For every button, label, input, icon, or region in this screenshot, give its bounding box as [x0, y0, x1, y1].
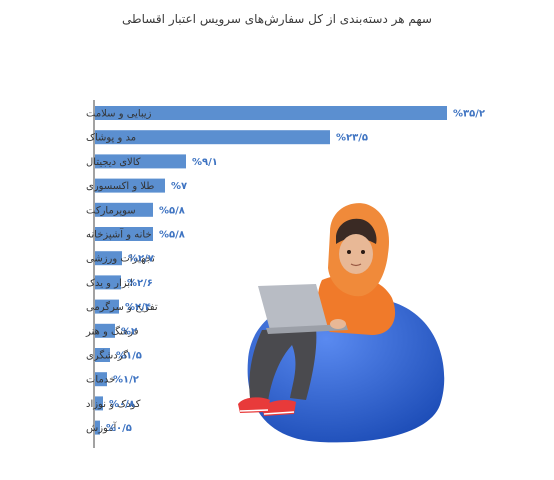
value-label: %۱/۲ [113, 375, 139, 386]
value-label: %۰/۸ [109, 399, 135, 410]
value-label: %۰/۵ [106, 423, 132, 434]
value-label: %۲ [121, 326, 137, 337]
bar [95, 130, 330, 145]
category-label: خدمات [86, 375, 115, 386]
shoe-left-icon [238, 397, 270, 413]
eye-left-icon [347, 250, 351, 254]
value-label: %۲/۷ [128, 254, 154, 265]
category-label: کودک و نوزاد [86, 399, 141, 410]
eye-right-icon [361, 250, 365, 254]
bar [95, 251, 122, 266]
value-label: %۲/۶ [127, 278, 153, 289]
category-label: کالای دیجیتال [86, 157, 141, 168]
laptop-screen-icon [258, 284, 328, 330]
category-label: گردشگری [86, 350, 128, 362]
mouth-icon [350, 263, 362, 267]
bar [95, 178, 165, 193]
category-label: تجهیزات ورزشی [86, 254, 155, 265]
category-label: خانه و آشپزخانه [86, 228, 152, 241]
bar [95, 106, 447, 120]
face-icon [339, 234, 373, 274]
value-label: %۲۳/۵ [336, 133, 368, 144]
bars-layer: زیبایی و سلامت %۳۵/۲ مد و پوشاک %۲۳/۵ کالای … [85, 106, 485, 435]
bar [95, 420, 100, 435]
laptop-base-icon [266, 324, 348, 334]
bar [95, 227, 153, 241]
bar [95, 323, 115, 338]
value-label: %۵/۸ [159, 205, 185, 216]
bar [95, 202, 153, 217]
shoe-soles-icon [239, 409, 295, 415]
category-label: ابزار و یدک [86, 278, 133, 289]
category-label: مد و پوشاک [86, 133, 136, 144]
bar [95, 154, 186, 169]
category-label: سوپرمارکت [86, 205, 136, 216]
value-label: %۹/۱ [192, 157, 218, 168]
category-label: تفریح و سرگرمی [86, 301, 158, 313]
value-label: %۷ [171, 181, 187, 192]
bar [95, 396, 103, 411]
category-label: فرهنگ و هنر [85, 325, 139, 337]
chart-title: سهم هر دسته‌بندی از کل سفارش‌های سرویس ا… [122, 12, 432, 26]
value-label: %۱/۵ [116, 351, 142, 362]
bar [95, 348, 110, 362]
category-label: زیبایی و سلامت [86, 109, 152, 120]
value-label: %۵/۸ [159, 230, 185, 241]
hair-icon [336, 218, 377, 244]
bar [95, 275, 121, 290]
value-label: %۲/۴ [125, 302, 151, 313]
bar [95, 372, 107, 387]
bar [95, 299, 119, 314]
hand-icon [330, 319, 346, 329]
legs-icon [249, 328, 317, 402]
value-label: %۳۵/۲ [453, 109, 485, 120]
category-label: طلا و اکسسوری [86, 181, 154, 192]
